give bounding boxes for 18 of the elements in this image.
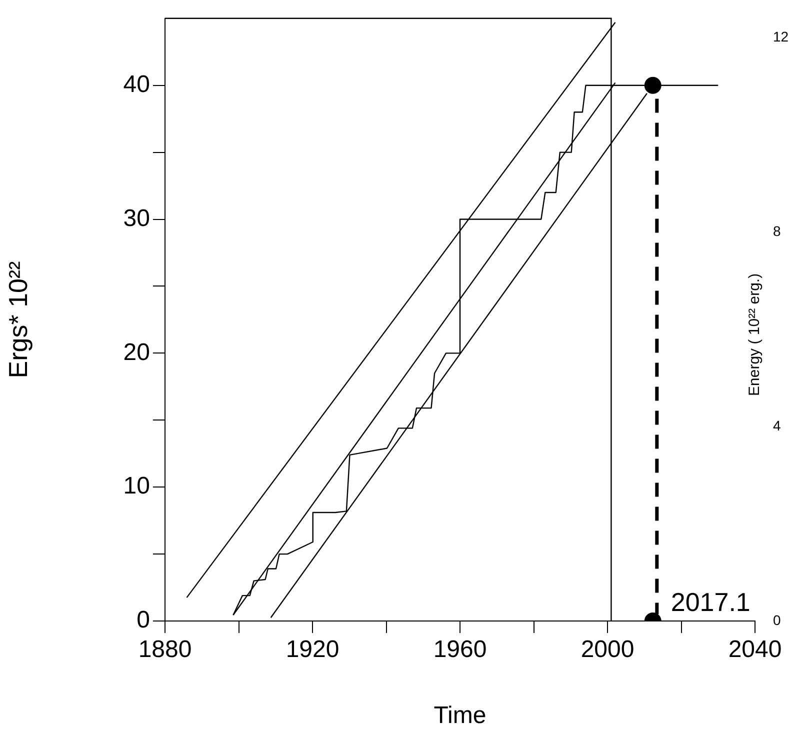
y-tick-label: 0	[136, 606, 150, 634]
x-tick-label: 2000	[580, 636, 634, 664]
x-tick-label: 1880	[138, 636, 192, 664]
y2-tick-label: 4	[773, 417, 781, 434]
y-tick-label: 40	[123, 70, 150, 98]
x-tick-label: 2040	[728, 636, 782, 664]
y-tick-label: 20	[123, 338, 150, 366]
y2-tick-label: 12	[773, 28, 789, 45]
y-tick-label: 30	[123, 204, 150, 232]
x-tick-label: 1960	[433, 636, 487, 664]
y2-tick-label: 8	[773, 223, 781, 240]
y2-axis-title: Energy ( 10²² erg.)	[746, 273, 763, 396]
x-tick-label: 1920	[286, 636, 340, 664]
y2-tick-label: 0	[773, 612, 781, 628]
x-axis-title: Time	[434, 702, 486, 730]
y-axis-title: Ergs* 10²²	[2, 260, 33, 378]
annotation: 2017.1	[670, 587, 750, 617]
y-tick-label: 10	[123, 472, 150, 500]
